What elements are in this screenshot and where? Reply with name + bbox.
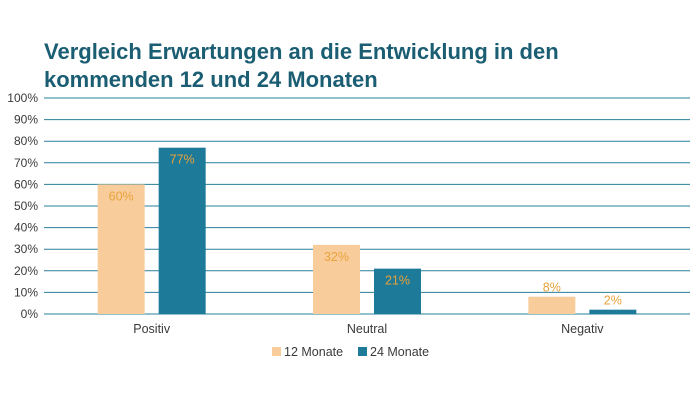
y-tick-label: 10% [14,285,38,299]
chart-title-line-1: Vergleich Erwartungen an die Entwicklung… [44,39,559,64]
y-tick-label: 80% [14,134,38,148]
bar-positiv-12m [97,184,145,314]
y-tick-label: 40% [14,221,38,235]
x-axis-categories: Positiv Neutral Negativ [133,322,604,336]
bar-neutral-24m [374,268,421,314]
x-category-label: Neutral [347,322,387,336]
data-label: 8% [543,281,561,295]
y-tick-label: 90% [14,113,38,127]
data-label: 32% [324,250,349,264]
y-tick-label: 0% [21,307,39,321]
y-axis-ticks: 0% 10% 20% 30% 40% 50% 60% 70% 80% 90% 100% [7,91,38,321]
bar-positiv-24m [158,147,206,314]
y-tick-label: 20% [14,264,38,278]
x-category-label: Positiv [133,322,171,336]
y-tick-label: 30% [14,242,38,256]
bars [97,147,637,314]
y-tick-label: 100% [7,91,38,105]
x-category-label: Negativ [561,322,604,336]
legend-label: 12 Monate [284,345,343,359]
data-labels: 60% 77% 32% 21% 8% 2% [109,153,622,308]
data-label: 77% [170,153,195,167]
data-label: 21% [385,274,410,288]
y-tick-label: 50% [14,199,38,213]
y-tick-label: 70% [14,156,38,170]
y-tick-label: 60% [14,177,38,191]
bar-negativ-24m [589,309,637,314]
bar-neutral-12m [313,244,360,314]
data-label: 60% [109,189,134,203]
data-label: 2% [604,294,622,308]
gridlines [44,97,690,315]
chart-title-line-2: kommenden 12 und 24 Monaten [44,67,378,92]
legend-swatch [358,347,367,356]
bar-negativ-12m [528,296,576,314]
legend-label: 24 Monate [370,345,429,359]
legend: 12 Monate 24 Monate [272,345,429,359]
legend-swatch [272,347,281,356]
